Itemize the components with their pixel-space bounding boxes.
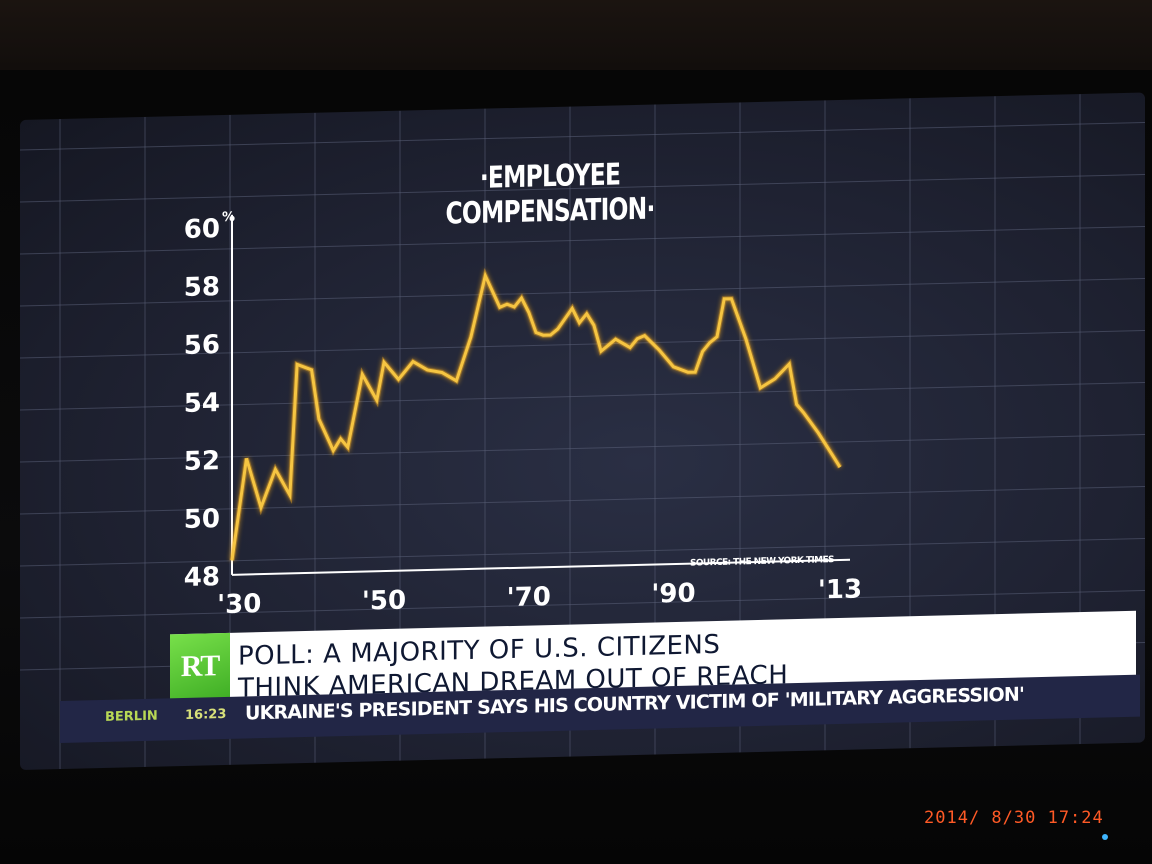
x-axis-ticks: '30 '50 '70 '90 '13	[217, 574, 862, 620]
ticker-time: 16:23	[185, 706, 227, 723]
x-tick-label: '13	[818, 574, 862, 605]
chart-title: ·EMPLOYEE COMPENSATION·	[445, 157, 655, 232]
y-unit-label: %	[222, 210, 235, 225]
rt-logo: RT	[170, 632, 230, 701]
y-tick-label: 48	[184, 562, 220, 593]
grid-line-horizontal	[20, 174, 1145, 203]
x-tick-label: '70	[507, 582, 551, 613]
x-tick-label: '90	[651, 578, 695, 609]
grid-line-horizontal	[20, 382, 1145, 411]
ticker-city: BERLIN	[105, 708, 158, 725]
x-tick-label: '30	[217, 589, 261, 620]
camera-indicator-icon	[1102, 834, 1108, 840]
x-axis-line	[232, 558, 850, 576]
chart-axes	[231, 214, 850, 576]
y-axis-ticks: 60 58 56 54 52 50 48%	[184, 210, 235, 593]
y-tick-label: 58	[184, 272, 220, 303]
y-tick-label: 60	[184, 214, 220, 245]
y-tick-label: 56	[184, 330, 220, 361]
series-line	[230, 271, 842, 561]
grid-line-horizontal	[20, 330, 1145, 359]
grid-line-horizontal	[20, 590, 1145, 619]
grid-line-horizontal	[20, 122, 1145, 151]
tv-screen: 60 58 56 54 52 50 48% '30 '50 '70 '90 '13 ·EMPLOYE…	[20, 92, 1145, 770]
grid-line-horizontal	[20, 434, 1145, 463]
grid-line-horizontal	[20, 226, 1145, 255]
camera-timestamp: 2014/ 8/30 17:24	[924, 808, 1104, 828]
y-tick-label: 54	[184, 388, 220, 419]
series-line-glow	[229, 268, 843, 561]
chart-series	[229, 268, 843, 561]
y-tick-label: 50	[184, 504, 220, 535]
grid-line-horizontal	[20, 278, 1145, 307]
grid-line-horizontal	[20, 538, 1145, 567]
x-tick-label: '50	[362, 586, 406, 617]
y-tick-label: 52	[184, 446, 220, 477]
grid-line-horizontal	[20, 486, 1145, 515]
